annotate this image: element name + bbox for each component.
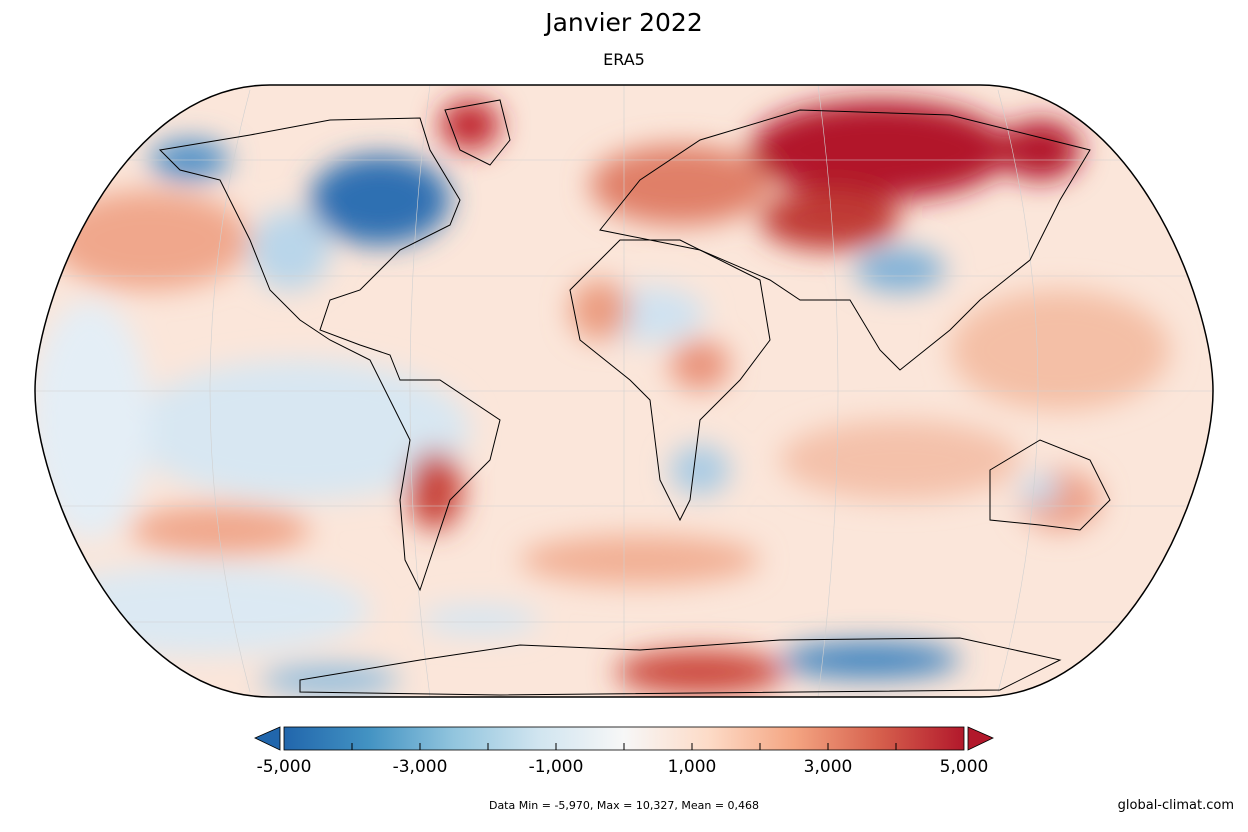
colorbar-tick-label: -5,000 [256, 757, 312, 777]
colorbar-min-extend-arrow [254, 726, 281, 751]
map-title: Janvier 2022 [545, 8, 703, 37]
colorbar [254, 726, 994, 751]
coastlines [158, 99, 1111, 696]
colorbar-max-extend-arrow [967, 726, 994, 751]
data-stats: Data Min = -5,970, Max = 10,327, Mean = … [488, 799, 760, 812]
source-credit: global-climat.com [1117, 798, 1234, 813]
colorbar-tick-label: 3,000 [803, 757, 853, 777]
colorbar-tick-label: 5,000 [939, 757, 989, 777]
colorbar-tick-label: 1,000 [667, 757, 717, 777]
colorbar-tick-label: -3,000 [392, 757, 448, 777]
colorbar-tick-label: -1,000 [528, 757, 584, 777]
map-subtitle: ERA5 [603, 50, 645, 69]
